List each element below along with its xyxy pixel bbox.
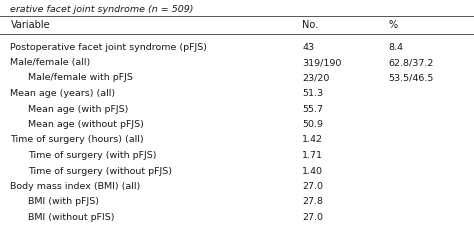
Text: 51.3: 51.3 xyxy=(302,89,324,98)
Text: Male/female with pFJS: Male/female with pFJS xyxy=(28,73,133,83)
Text: 1.40: 1.40 xyxy=(302,167,323,176)
Text: Postoperative facet joint syndrome (pFJS): Postoperative facet joint syndrome (pFJS… xyxy=(10,43,208,51)
Text: 27.0: 27.0 xyxy=(302,182,323,191)
Text: erative facet joint syndrome (n = 509): erative facet joint syndrome (n = 509) xyxy=(10,5,194,14)
Text: Mean age (with pFJS): Mean age (with pFJS) xyxy=(28,105,129,113)
Text: Time of surgery (with pFJS): Time of surgery (with pFJS) xyxy=(28,151,157,160)
Text: BMI (with pFJS): BMI (with pFJS) xyxy=(28,197,100,206)
Text: 8.4: 8.4 xyxy=(389,43,404,51)
Text: 62.8/37.2: 62.8/37.2 xyxy=(389,58,434,67)
Text: 1.42: 1.42 xyxy=(302,135,323,145)
Text: No.: No. xyxy=(302,20,319,30)
Text: %: % xyxy=(389,20,398,30)
Text: 27.8: 27.8 xyxy=(302,197,323,206)
Text: Male/female (all): Male/female (all) xyxy=(10,58,91,67)
Text: Time of surgery (without pFJS): Time of surgery (without pFJS) xyxy=(28,167,173,176)
Text: Variable: Variable xyxy=(10,20,50,30)
Text: 27.0: 27.0 xyxy=(302,213,323,222)
Text: 50.9: 50.9 xyxy=(302,120,323,129)
Text: 1.71: 1.71 xyxy=(302,151,323,160)
Text: 43: 43 xyxy=(302,43,315,51)
Text: BMI (without pFIS): BMI (without pFIS) xyxy=(28,213,115,222)
Text: Mean age (without pFJS): Mean age (without pFJS) xyxy=(28,120,144,129)
Text: Time of surgery (hours) (all): Time of surgery (hours) (all) xyxy=(10,135,144,145)
Text: 319/190: 319/190 xyxy=(302,58,342,67)
Text: 53.5/46.5: 53.5/46.5 xyxy=(389,73,434,83)
Text: Body mass index (BMI) (all): Body mass index (BMI) (all) xyxy=(10,182,141,191)
Text: 55.7: 55.7 xyxy=(302,105,323,113)
Text: Mean age (years) (all): Mean age (years) (all) xyxy=(10,89,116,98)
Text: 23/20: 23/20 xyxy=(302,73,330,83)
